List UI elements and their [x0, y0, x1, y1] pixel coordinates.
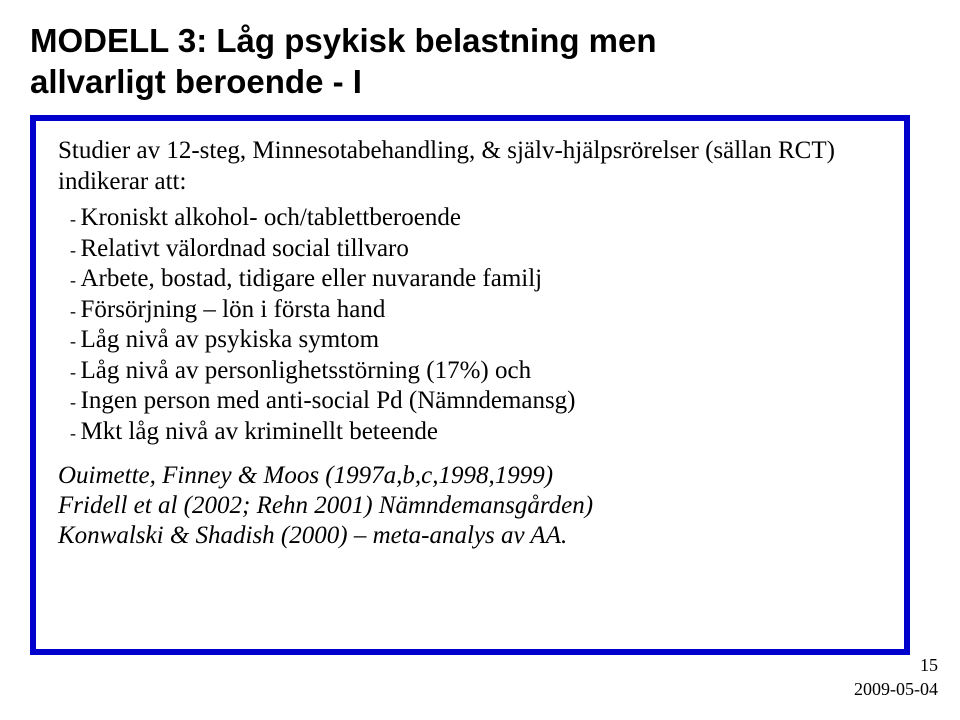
bullet-item: Relativt välordnad social tillvaro [70, 234, 882, 265]
ref-line-3: Konwalski & Shadish (2000) – meta-analys… [58, 522, 567, 549]
bullet-item: Låg nivå av psykiska symtom [70, 325, 882, 356]
title-line-2: allvarligt beroende - I [30, 63, 362, 100]
bullet-item: Ingen person med anti-social Pd (Nämndem… [70, 386, 882, 417]
bullet-item: Försörjning – lön i första hand [70, 295, 882, 326]
ref-line-2: Fridell et al (2002; Rehn 2001) Nämndema… [58, 492, 593, 519]
intro-text: Studier av 12-steg, Minnesotabehandling,… [58, 135, 882, 198]
page-number: 15 [920, 655, 938, 676]
date: 2009-05-04 [854, 679, 938, 700]
slide-title: MODELL 3: Låg psykisk belastning men all… [30, 20, 930, 103]
ref-line-1: Ouimette, Finney & Moos (1997a,b,c,1998,… [58, 462, 553, 489]
slide: MODELL 3: Låg psykisk belastning men all… [0, 0, 960, 720]
bullet-item: Mkt låg nivå av kriminellt beteende [70, 417, 882, 448]
bullet-item: Arbete, bostad, tidigare eller nuvarande… [70, 264, 882, 295]
bullet-item: Kroniskt alkohol- och/tablettberoende [70, 203, 882, 234]
references: Ouimette, Finney & Moos (1997a,b,c,1998,… [58, 461, 882, 551]
content-box: Studier av 12-steg, Minnesotabehandling,… [30, 115, 910, 655]
bullet-list: Kroniskt alkohol- och/tablettberoendeRel… [58, 203, 882, 447]
title-line-1: MODELL 3: Låg psykisk belastning men [30, 22, 657, 59]
bullet-item: Låg nivå av personlighetsstörning (17%) … [70, 356, 882, 387]
